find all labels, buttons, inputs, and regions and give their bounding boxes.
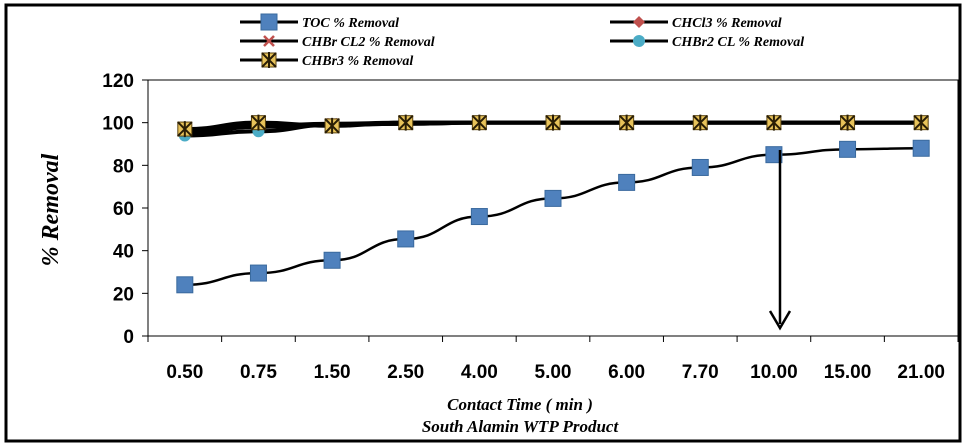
x-tick-label: 21.00 <box>897 362 945 383</box>
chart-subtitle: South Alamin WTP Product <box>422 417 620 436</box>
data-point <box>397 230 415 248</box>
legend-marker <box>633 35 645 47</box>
data-point <box>323 251 341 269</box>
data-point <box>692 114 708 131</box>
data-point <box>176 276 194 294</box>
data-point <box>766 114 782 131</box>
y-tick-label: 20 <box>113 284 134 305</box>
data-point <box>545 114 561 131</box>
y-axis-label: % Removal <box>38 153 64 266</box>
y-tick-label: 80 <box>113 156 134 177</box>
legend-marker <box>261 52 277 68</box>
data-point <box>250 114 267 131</box>
legend-marker <box>260 13 278 31</box>
data-point <box>249 264 267 282</box>
x-tick-label: 15.00 <box>824 362 872 383</box>
legend-label: CHBr CL2 % Removal <box>302 35 435 50</box>
data-point <box>839 140 857 158</box>
legend-item: TOC % Removal <box>240 13 399 31</box>
x-axis: 0.50 0.75 1.50 2.50 4.00 5.00 6.00 7.70 10.00 15.… <box>147 336 959 383</box>
data-point <box>324 117 340 134</box>
y-tick-label: 40 <box>113 242 134 263</box>
y-tick-label: 120 <box>102 71 134 92</box>
legend-label: CHCl3 % Removal <box>672 16 782 31</box>
y-tick-label: 0 <box>123 327 134 348</box>
x-tick-label: 2.50 <box>387 362 424 383</box>
x-tick-label: 0.75 <box>240 362 277 383</box>
annotation-arrow <box>768 150 792 331</box>
data-point <box>471 114 488 131</box>
data-point <box>839 114 856 131</box>
data-point <box>765 146 783 164</box>
x-tick-label: 1.50 <box>314 362 351 383</box>
legend-item: CHCl3 % Removal <box>610 16 782 31</box>
x-tick-label: 0.50 <box>166 362 203 383</box>
data-point <box>691 158 709 176</box>
legend-item: CHBr3 % Removal <box>240 52 413 69</box>
x-tick-label: 10.00 <box>750 362 798 383</box>
y-tick-label: 100 <box>102 114 134 135</box>
data-point <box>618 114 635 131</box>
data-point <box>177 121 193 138</box>
legend-label: CHBr3 % Removal <box>302 54 413 69</box>
data-point <box>912 139 930 157</box>
x-axis-label: Contact Time ( min ) <box>447 395 593 414</box>
legend: TOC % Removal CHCl3 % Removal CHBr CL2 % R… <box>240 13 804 69</box>
data-point <box>618 173 636 191</box>
data-point <box>544 189 562 207</box>
legend-marker <box>263 35 275 47</box>
legend-item: CHBr CL2 % Removal <box>240 35 435 50</box>
y-tick-label: 60 <box>113 199 134 220</box>
legend-item: CHBr2 CL % Removal <box>610 35 804 50</box>
legend-marker <box>633 16 645 28</box>
x-tick-label: 7.70 <box>682 362 719 383</box>
data-point <box>470 208 488 226</box>
data-point <box>913 114 929 131</box>
series-layer <box>176 114 930 294</box>
y-axis: 0 20 40 60 80 100 120 <box>102 71 148 348</box>
legend-label: CHBr2 CL % Removal <box>672 35 804 50</box>
x-tick-label: 5.00 <box>535 362 572 383</box>
legend-label: TOC % Removal <box>302 16 399 31</box>
x-tick-label: 6.00 <box>608 362 645 383</box>
x-tick-label: 4.00 <box>461 362 498 383</box>
data-point <box>398 114 414 131</box>
